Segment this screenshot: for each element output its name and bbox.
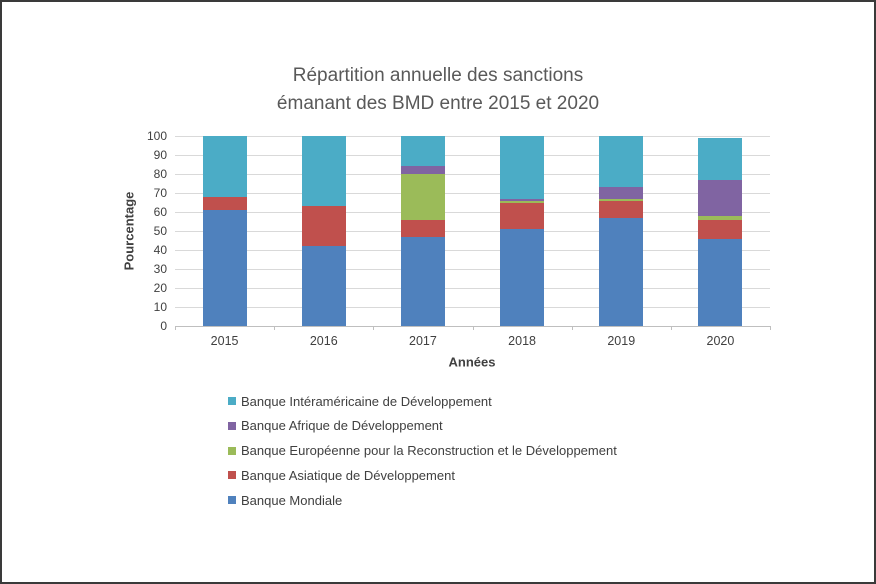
x-tick-label-2015: 2015: [210, 334, 239, 348]
stacked-bar-2020: [698, 136, 743, 326]
gridline-y-10: [175, 307, 770, 308]
y-tick-label-30: 30: [153, 262, 167, 276]
x-axis-tick: [670, 326, 672, 330]
y-tick-label-40: 40: [153, 243, 167, 257]
chart-title-line-1: Répartition annuelle des sanctions: [292, 65, 584, 86]
legend-label: Banque Intéraméricaine de Développement: [241, 393, 492, 409]
bar-segment-2017: [400, 174, 445, 220]
plot-area: 0 10 20 30 40 50 60 70 80 90 100 2015 2016 2017 2018 20…: [147, 129, 771, 348]
bar-segment-2017: [400, 166, 445, 174]
legend-swatch-icon: [228, 397, 236, 405]
bar-segment-2018: [500, 229, 545, 326]
bar-segment-2019: [599, 198, 644, 201]
gridline-y-80: [175, 174, 770, 175]
legend-swatch-icon: [228, 496, 236, 504]
x-tick-label-2016: 2016: [309, 334, 338, 348]
legend-item: Banque Afrique de Développement: [228, 418, 443, 434]
gridline-y-90: [175, 155, 770, 156]
stacked-bar-2018: [500, 136, 545, 326]
legend-label: Banque Mondiale: [241, 492, 343, 508]
bar-segment-2018: [500, 200, 545, 203]
bar-segment-2018: [500, 136, 545, 199]
x-tick-label-2020: 2020: [706, 334, 735, 348]
gridline-y-20: [175, 288, 770, 289]
bar-segment-2020: [698, 215, 743, 220]
bar-segment-2015: [202, 136, 247, 197]
x-axis-tick: [274, 326, 276, 330]
legend-swatch-icon: [228, 421, 236, 430]
legend-swatch-icon: [228, 446, 236, 455]
stacked-bar-2017: [400, 136, 445, 326]
legend-label: Banque Asiatique de Développement: [241, 467, 455, 483]
bar-segment-2017: [400, 219, 445, 237]
bar-segment-2017: [400, 236, 445, 326]
bar-segment-2020: [698, 137, 743, 180]
bar-segment-2020: [698, 219, 743, 239]
bar-segment-2019: [599, 187, 644, 199]
chart-title: Répartition annuelle des sanctions émana…: [0, 62, 876, 118]
gridline-y-40: [175, 250, 770, 251]
legend-item: Banque Européenne pour la Reconstruction…: [228, 443, 617, 458]
bar-segment-2016: [301, 206, 346, 247]
y-tick-label-100: 100: [146, 129, 167, 143]
legend-item: Banque Asiatique de Développement: [228, 467, 455, 483]
y-tick-label-80: 80: [153, 167, 167, 181]
x-axis-tick: [373, 326, 375, 330]
bar-segment-2018: [500, 202, 545, 230]
y-tick-label-60: 60: [153, 205, 167, 219]
bar-segment-2019: [599, 200, 644, 218]
bar-segment-2020: [698, 179, 743, 216]
bar-segment-2015: [202, 196, 247, 211]
y-tick-label-20: 20: [153, 281, 167, 295]
y-tick-label-50: 50: [153, 224, 167, 238]
y-tick-label-90: 90: [153, 148, 167, 162]
chart-title-line-2: émanant des BMD entre 2015 et 2020: [276, 93, 600, 114]
bar-segment-2020: [698, 238, 743, 326]
bar-segment-2016: [301, 136, 346, 207]
legend-label: Banque Européenne pour la Reconstruction…: [241, 443, 617, 458]
y-tick-label-0: 0: [160, 319, 167, 333]
gridline-y-60: [175, 212, 770, 213]
bar-segment-2015: [202, 210, 247, 326]
gridline-y-100: [175, 136, 770, 137]
bar-segment-2019: [599, 136, 644, 188]
x-axis-tick: [175, 326, 176, 330]
x-tick-label-2019: 2019: [607, 334, 636, 348]
legend-item: Banque Intéraméricaine de Développement: [228, 393, 492, 409]
bar-segment-2019: [599, 217, 644, 326]
stacked-bar-2015: [202, 136, 247, 326]
gridline-y-30: [175, 269, 770, 270]
legend-item: Banque Mondiale: [228, 492, 343, 508]
bar-segment-2017: [400, 136, 445, 167]
y-tick-label-70: 70: [153, 186, 167, 200]
legend-swatch-icon: [228, 471, 236, 480]
bar-segment-2016: [301, 246, 346, 326]
x-axis-tick: [770, 326, 771, 330]
gridline-y-70: [175, 193, 770, 194]
stacked-bar-2016: [301, 136, 346, 326]
stacked-bar-2019: [599, 136, 644, 326]
x-axis-title: Années: [448, 354, 496, 370]
x-tick-label-2018: 2018: [508, 334, 536, 348]
legend-label: Banque Afrique de Développement: [241, 418, 443, 434]
x-axis-tick: [571, 326, 573, 330]
x-axis-tick: [472, 326, 474, 330]
bar-segment-2018: [500, 198, 545, 201]
gridline-y-50: [175, 231, 770, 232]
y-tick-label-10: 10: [153, 300, 167, 314]
x-tick-label-2017: 2017: [409, 334, 437, 348]
